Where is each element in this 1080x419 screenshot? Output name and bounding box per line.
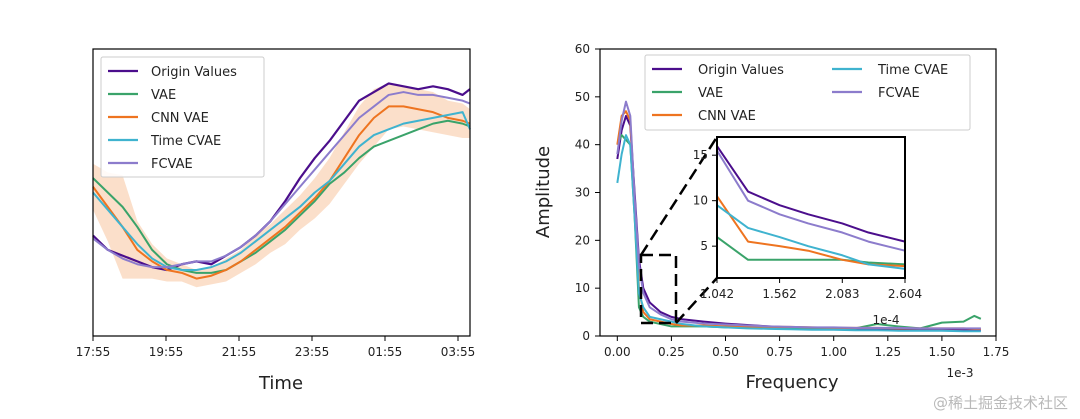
inset-ytick-label: 15 <box>693 148 708 162</box>
right-ytick-label: 10 <box>575 281 590 295</box>
right-legend-label-vae: VAE <box>698 86 723 101</box>
watermark: @稀土掘金技术社区 <box>932 394 1068 412</box>
inset-ytick-label: 10 <box>693 194 708 208</box>
left-legend-label-origin: Origin Values <box>151 65 237 80</box>
inset-xtick-label: 1.562 <box>762 287 796 301</box>
right-xtick-label: 1.50 <box>929 345 956 359</box>
zoom-connector-bottom <box>675 277 718 324</box>
inset-xtick-label: 2.083 <box>825 287 859 301</box>
right-ytick-label: 0 <box>582 329 590 343</box>
left-legend-label-cnn: CNN VAE <box>151 111 209 126</box>
inset-xtick-label: 2.604 <box>888 287 922 301</box>
right-ytick-label: 60 <box>575 42 590 56</box>
frequency-chart: 0 10 20 30 40 50 60 0.00 0.25 0.50 0.75 1.00 1.25 1.… <box>533 42 1009 393</box>
inset-series-vae <box>716 236 906 266</box>
right-legend-label-time: Time CVAE <box>877 63 948 78</box>
zoom-connector-top <box>639 136 719 256</box>
right-legend-label-cnn: CNN VAE <box>698 109 756 124</box>
left-series-vae <box>92 119 471 274</box>
left-legend-label-time: Time CVAE <box>150 134 221 149</box>
left-xtick-label: 03:55 <box>441 345 476 359</box>
inset-frame <box>716 136 906 279</box>
right-ytick-label: 20 <box>575 233 590 247</box>
left-x-axis-label: Time <box>258 373 303 394</box>
right-x-scale-label: 1e-3 <box>947 366 974 380</box>
right-ytick-label: 50 <box>575 90 590 104</box>
left-xtick-label: 21:55 <box>222 345 257 359</box>
left-series-time <box>92 111 471 271</box>
time-series-chart: 17:55 19:55 21:55 23:55 01:55 03:55 Time Orig… <box>76 48 476 394</box>
left-legend-label-fcvae: FCVAE <box>151 157 193 172</box>
inset-x-scale-label: 1e-4 <box>873 313 900 327</box>
inset-ytick-label: 5 <box>700 239 708 253</box>
right-legend-label-fcvae: FCVAE <box>878 86 920 101</box>
inset-xtick-label: 1.042 <box>700 287 734 301</box>
left-legend: Origin Values VAE CNN VAE Time CVAE FCVAE <box>100 56 265 178</box>
left-xtick-label: 17:55 <box>76 345 111 359</box>
right-xtick-label: 0.50 <box>712 345 739 359</box>
left-plot-frame <box>92 48 471 337</box>
inset-series-origin <box>716 145 906 243</box>
left-legend-label-vae: VAE <box>151 88 176 103</box>
right-xtick-label: 1.75 <box>983 345 1010 359</box>
left-xtick-label: 01:55 <box>368 345 403 359</box>
right-xtick-label: 0.00 <box>604 345 631 359</box>
inset-background <box>717 137 905 278</box>
zoom-region-box <box>639 253 678 325</box>
left-series-fcvae <box>92 91 471 269</box>
right-ytick-label: 30 <box>575 186 590 200</box>
right-legend-label-origin: Origin Values <box>698 63 784 78</box>
right-legend: Origin Values VAE CNN VAE Time CVAE FCVAE <box>644 54 971 131</box>
right-series-fcvae <box>616 100 981 330</box>
right-xtick-label: 1.25 <box>874 345 901 359</box>
right-x-axis-label: Frequency <box>746 372 839 393</box>
right-xtick-label: 0.25 <box>658 345 685 359</box>
inset-zoom-chart: 5 10 15 1.042 1.562 2.083 2.604 1e-4 <box>693 136 922 327</box>
inset-series-fcvae <box>716 150 906 252</box>
right-xtick-label: 0.75 <box>766 345 793 359</box>
right-legend-box <box>644 54 971 131</box>
right-y-axis-label: Amplitude <box>533 146 554 238</box>
inset-series-time <box>716 204 906 270</box>
right-xtick-label: 1.00 <box>820 345 847 359</box>
right-series-time <box>616 134 981 333</box>
right-ytick-label: 40 <box>575 138 590 152</box>
left-legend-box <box>100 56 265 178</box>
left-xtick-label: 19:55 <box>149 345 184 359</box>
left-series-cnn <box>92 105 471 280</box>
left-xtick-label: 23:55 <box>295 345 330 359</box>
